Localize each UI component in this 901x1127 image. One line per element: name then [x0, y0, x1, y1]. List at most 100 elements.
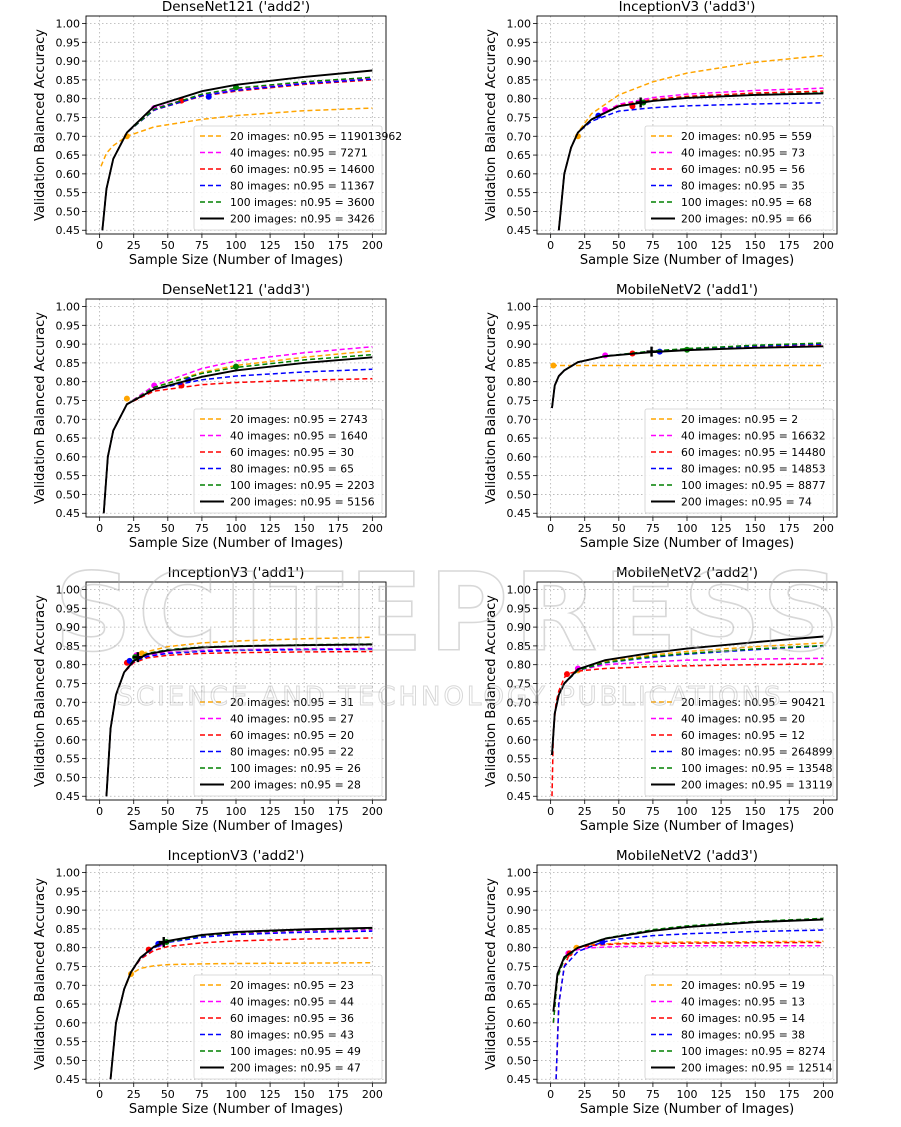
legend-entry: 60 images: n0.95 = 14600 — [230, 163, 375, 176]
y-tick-label: 0.70 — [56, 979, 81, 992]
grid — [537, 582, 837, 800]
x-tick-label: 175 — [328, 239, 349, 252]
legend-entry: 20 images: n0.95 = 31 — [230, 696, 354, 709]
y-tick-label: 0.85 — [56, 640, 81, 653]
y-tick-label: 0.80 — [56, 376, 81, 389]
legend-entry: 40 images: n0.95 = 44 — [230, 996, 354, 1009]
chart-panel-8: MobileNetV2 ('add3') 0 25 50 75 100 125 150 175 2… — [484, 849, 838, 1117]
plot-frame — [85, 15, 387, 235]
legend-entry: 60 images: n0.95 = 12 — [681, 729, 805, 742]
y-tick-label: 0.95 — [56, 885, 81, 898]
legend-entry: 200 images: n0.95 = 28 — [230, 779, 361, 792]
chart-panel-2: InceptionV3 ('add3') 0 25 50 75 100 125 150 175 2… — [484, 0, 838, 268]
legend-entry: 40 images: n0.95 = 1640 — [230, 430, 368, 443]
y-tick-label: 0.70 — [56, 413, 81, 426]
y-tick-label: 0.60 — [56, 451, 81, 464]
x-tick-label: 50 — [612, 1088, 626, 1101]
legend-entry: 60 images: n0.95 = 20 — [230, 729, 354, 742]
y-tick-label: 0.80 — [56, 942, 81, 955]
legend-entry: 80 images: n0.95 = 22 — [230, 746, 354, 759]
x-tick-label: 0 — [547, 522, 554, 535]
y-tick-label: 1.00 — [56, 584, 81, 597]
x-tick-label: 25 — [127, 239, 141, 252]
x-tick-label: 50 — [161, 805, 175, 818]
legend-entry: 20 images: n0.95 = 19 — [681, 979, 805, 992]
series-line-5 — [551, 342, 824, 409]
series-marker — [635, 97, 646, 108]
x-tick-label: 0 — [96, 239, 103, 252]
legend-entry: 80 images: n0.95 = 43 — [230, 1029, 354, 1042]
y-tick-label: 0.85 — [507, 640, 532, 653]
legend: 20 images: n0.95 = 23 40 images: n0.95 = … — [193, 974, 383, 1080]
legend-entry: 200 images: n0.95 = 47 — [230, 1062, 361, 1075]
y-tick-label: 0.45 — [507, 224, 532, 237]
legend-box — [644, 691, 834, 797]
legend-entry: 40 images: n0.95 = 7271 — [230, 147, 368, 160]
y-tick-label: 1.00 — [507, 584, 532, 597]
legend: 20 images: n0.95 = 19 40 images: n0.95 = … — [644, 974, 834, 1080]
legend-entry: 200 images: n0.95 = 5156 — [230, 496, 375, 509]
y-axis-label: Validation Balanced Accuracy — [484, 312, 499, 504]
grid — [537, 865, 837, 1083]
x-tick-label: 200 — [362, 522, 383, 535]
series-marker — [550, 362, 557, 369]
legend-entry: 80 images: n0.95 = 35 — [681, 180, 805, 193]
y-tick-label: 1.00 — [56, 867, 81, 880]
chart-title: InceptionV3 ('add3') — [619, 0, 756, 15]
x-tick-label: 50 — [161, 522, 175, 535]
legend-entry: 20 images: n0.95 = 23 — [230, 979, 354, 992]
chart-panel-7: InceptionV3 ('add2') 0 25 50 75 100 125 150 175 2… — [33, 849, 387, 1117]
plot-frame — [85, 298, 387, 518]
y-tick-label: 1.00 — [507, 301, 532, 314]
plot-frame — [85, 581, 387, 801]
series-line-1 — [552, 940, 824, 1023]
x-tick-label: 25 — [127, 522, 141, 535]
chart-panel-4: MobileNetV2 ('add1') 0 25 50 75 100 125 150 175 2… — [484, 283, 838, 551]
series-line-6 — [551, 635, 824, 755]
x-tick-label: 200 — [362, 805, 383, 818]
series-line-4 — [555, 929, 824, 1080]
legend-entry: 60 images: n0.95 = 14480 — [681, 446, 826, 459]
y-tick-label: 0.65 — [507, 149, 532, 162]
x-tick-label: 100 — [677, 1088, 698, 1101]
legend-entry: 100 images: n0.95 = 8877 — [681, 479, 826, 492]
y-tick-label: 0.80 — [507, 376, 532, 389]
x-tick-label: 100 — [226, 522, 247, 535]
legend-entry: 80 images: n0.95 = 264899 — [681, 746, 833, 759]
y-tick-label: 0.70 — [56, 696, 81, 709]
x-axis-label: Sample Size (Number of Images) — [580, 536, 794, 551]
y-tick-label: 0.55 — [507, 187, 532, 200]
legend-entry: 40 images: n0.95 = 16632 — [681, 430, 826, 443]
y-tick-label: 0.75 — [56, 394, 81, 407]
chart-panel-5: InceptionV3 ('add1') 0 25 50 75 100 125 150 175 2… — [33, 566, 387, 834]
series-marker — [123, 395, 130, 402]
x-tick-label: 150 — [745, 522, 766, 535]
y-tick-label: 0.90 — [56, 338, 81, 351]
x-tick-label: 175 — [779, 522, 800, 535]
y-tick-label: 0.75 — [56, 960, 81, 973]
y-tick-label: 0.80 — [56, 93, 81, 106]
y-tick-label: 0.60 — [507, 1017, 532, 1030]
legend-entry: 200 images: n0.95 = 12514 — [681, 1062, 833, 1075]
y-tick-label: 0.70 — [56, 130, 81, 143]
y-axis-label: Validation Balanced Accuracy — [484, 29, 499, 221]
x-tick-label: 0 — [547, 805, 554, 818]
x-tick-label: 25 — [578, 239, 592, 252]
series-line-6 — [105, 643, 373, 797]
grid — [537, 299, 837, 517]
x-axis-label: Sample Size (Number of Images) — [129, 253, 343, 268]
legend-entry: 80 images: n0.95 = 65 — [230, 463, 354, 476]
x-tick-label: 125 — [260, 239, 281, 252]
x-tick-label: 150 — [745, 1088, 766, 1101]
chart-title: MobileNetV2 ('add2') — [616, 566, 758, 581]
series-line-6 — [552, 918, 824, 1012]
y-tick-label: 0.90 — [56, 55, 81, 68]
legend-entry: 60 images: n0.95 = 30 — [230, 446, 354, 459]
y-tick-label: 0.55 — [507, 753, 532, 766]
plot-frame — [536, 298, 838, 518]
y-tick-label: 0.70 — [507, 413, 532, 426]
legend-entry: 200 images: n0.95 = 13119 — [681, 779, 833, 792]
legend: 20 images: n0.95 = 559 40 images: n0.95 =… — [644, 125, 834, 231]
legend-entry: 80 images: n0.95 = 14853 — [681, 463, 826, 476]
